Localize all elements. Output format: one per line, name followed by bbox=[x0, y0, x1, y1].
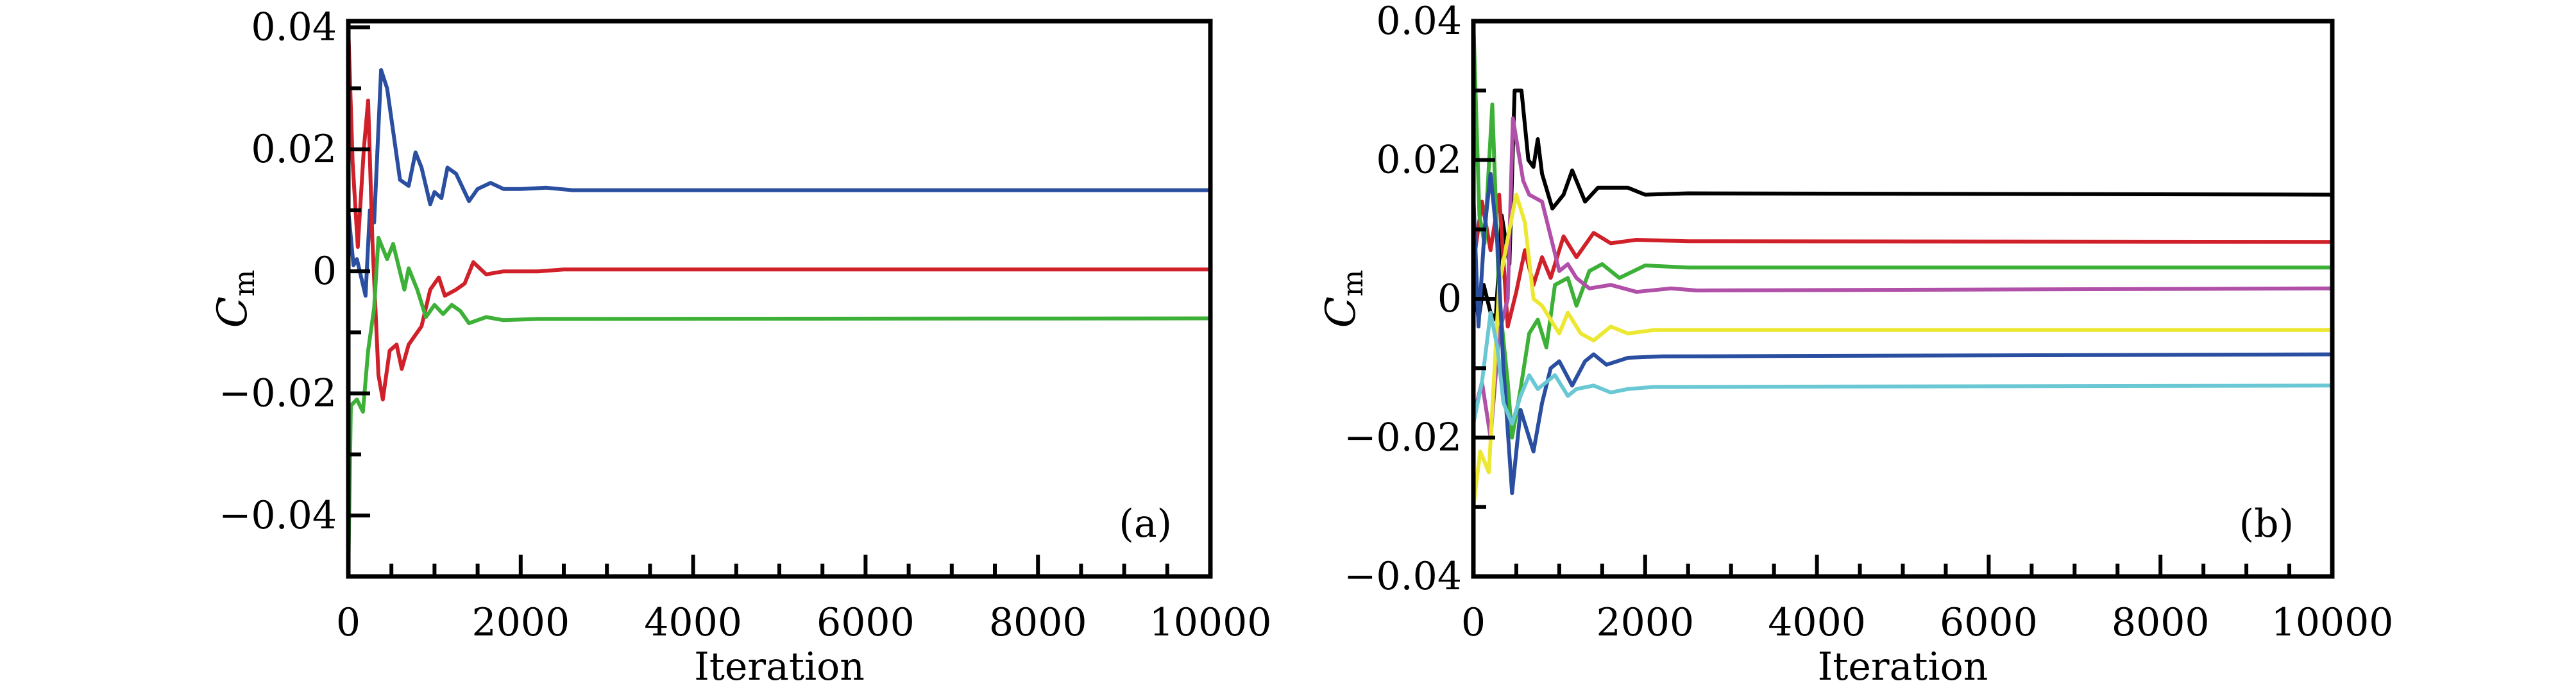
panel-label: (b) bbox=[2239, 501, 2294, 546]
plot-frame bbox=[346, 19, 1213, 579]
y-tick-label: −0.02 bbox=[1344, 416, 1462, 460]
x-tick-label: 0 bbox=[336, 600, 360, 645]
series-line-green bbox=[1473, 21, 2332, 440]
series-line-magenta bbox=[1473, 116, 2332, 440]
x-tick-label: 2000 bbox=[471, 600, 570, 645]
y-tick-label: −0.04 bbox=[219, 493, 337, 538]
y-tick-label: 0 bbox=[312, 249, 337, 294]
x-axis-label: Iteration bbox=[1818, 644, 1988, 689]
y-tick-label: 0.04 bbox=[1376, 0, 1462, 44]
y-tick-label: −0.04 bbox=[1344, 554, 1462, 599]
x-tick-label: 8000 bbox=[989, 600, 1087, 645]
series-line-red bbox=[348, 27, 1210, 401]
x-tick-label: 6000 bbox=[817, 600, 915, 645]
panel-b: 0 2000 4000 6000 8000 10000 0.04 0.02 0 −0.02 −0.0… bbox=[1318, 0, 2393, 689]
x-tick-label: 4000 bbox=[1768, 600, 1866, 645]
y-axis-label-subscript: m bbox=[228, 270, 261, 297]
x-tick-label: 10000 bbox=[1149, 600, 1272, 645]
x-tick-label: 8000 bbox=[2112, 600, 2210, 645]
y-axis-label: Cm bbox=[1318, 270, 1369, 328]
x-tick-label: 10000 bbox=[2271, 600, 2394, 645]
x-axis-label: Iteration bbox=[694, 644, 865, 689]
y-axis-label-subscript: m bbox=[1337, 270, 1369, 297]
y-tick-label: 0 bbox=[1437, 276, 1462, 321]
y-axis-label: Cm bbox=[209, 270, 261, 328]
panel-a: 0 2000 4000 6000 8000 10000 0.04 0.02 0 −0.02 −0.0… bbox=[209, 5, 1271, 689]
y-axis-label-main: C bbox=[1318, 296, 1365, 328]
series-line-blue bbox=[348, 68, 1210, 298]
series-line-yellow bbox=[1473, 192, 2332, 508]
y-tick-label: 0.02 bbox=[1376, 138, 1462, 183]
series-line-red bbox=[1473, 192, 2332, 329]
y-tick-label: −0.02 bbox=[219, 371, 337, 416]
x-tick-label: 0 bbox=[1461, 600, 1486, 645]
series-line-blue bbox=[1473, 172, 2332, 496]
plot-frame bbox=[1471, 19, 2335, 579]
y-axis-label-main: C bbox=[209, 296, 257, 328]
x-tick-label: 2000 bbox=[1596, 600, 1694, 645]
series-line-green bbox=[348, 235, 1210, 576]
series-line-cyan bbox=[1473, 310, 2332, 426]
y-tick-label: 0.02 bbox=[251, 127, 337, 172]
y-tick-label: 0.04 bbox=[251, 5, 337, 50]
x-tick-label: 4000 bbox=[644, 600, 742, 645]
panel-label: (a) bbox=[1119, 501, 1172, 546]
x-tick-label: 6000 bbox=[1940, 600, 2038, 645]
